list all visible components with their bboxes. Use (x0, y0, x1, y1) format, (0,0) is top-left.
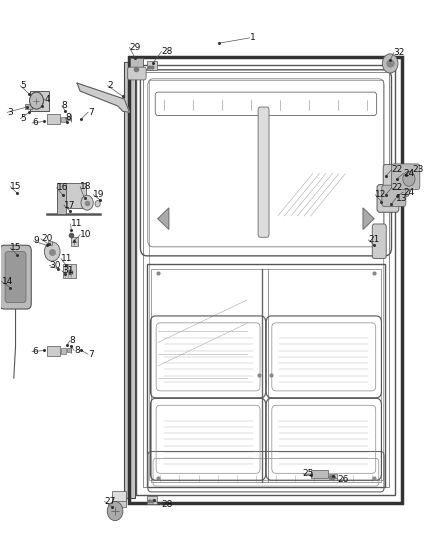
Bar (311, 470, 328, 478)
Text: 6: 6 (32, 118, 38, 127)
Text: 4: 4 (44, 94, 50, 103)
Bar (130, 58, 143, 70)
Text: 15: 15 (11, 244, 22, 253)
Text: 10: 10 (80, 230, 92, 239)
Text: 5: 5 (20, 114, 26, 123)
FancyBboxPatch shape (128, 67, 146, 80)
Bar (30, 91, 49, 111)
FancyBboxPatch shape (382, 185, 406, 206)
FancyBboxPatch shape (0, 245, 31, 309)
Text: 22: 22 (392, 183, 403, 192)
FancyBboxPatch shape (383, 165, 410, 196)
Text: 22: 22 (392, 165, 403, 174)
Circle shape (95, 200, 100, 207)
FancyBboxPatch shape (392, 164, 420, 189)
Text: 17: 17 (64, 201, 75, 210)
Text: 27: 27 (105, 497, 116, 506)
FancyBboxPatch shape (258, 107, 269, 237)
Text: 16: 16 (57, 183, 68, 192)
Bar (46, 115, 60, 124)
Circle shape (382, 54, 398, 73)
Text: 8: 8 (74, 346, 80, 355)
Text: 12: 12 (375, 190, 387, 199)
Text: 31: 31 (62, 266, 73, 275)
Polygon shape (77, 83, 130, 112)
Text: 24: 24 (403, 188, 414, 197)
FancyBboxPatch shape (372, 224, 386, 259)
Bar (148, 496, 157, 504)
Polygon shape (363, 208, 374, 229)
Text: 19: 19 (93, 190, 105, 199)
Text: 18: 18 (80, 182, 92, 191)
Bar (46, 346, 60, 356)
Bar (151, 269, 381, 482)
Text: 28: 28 (161, 47, 173, 56)
Text: 11: 11 (61, 254, 72, 263)
Text: 8: 8 (62, 101, 67, 110)
Text: 26: 26 (338, 475, 349, 483)
Text: 6: 6 (32, 347, 38, 356)
Text: 2: 2 (108, 81, 113, 90)
Text: 32: 32 (394, 49, 405, 57)
Polygon shape (158, 208, 169, 229)
Text: 14: 14 (2, 277, 13, 286)
Text: 24: 24 (403, 169, 414, 178)
Bar (67, 348, 71, 352)
Text: 8: 8 (70, 336, 75, 345)
Bar (67, 116, 71, 120)
Text: 9: 9 (33, 237, 39, 246)
Bar (329, 474, 337, 480)
Bar (48, 241, 52, 245)
Text: 28: 28 (161, 500, 173, 509)
Text: 8: 8 (65, 113, 71, 122)
Text: 1: 1 (250, 34, 255, 43)
Bar (113, 495, 126, 507)
Text: 25: 25 (303, 470, 314, 478)
Bar (61, 117, 66, 122)
Circle shape (403, 171, 415, 186)
Bar (71, 237, 78, 246)
Bar (57, 182, 66, 214)
Text: 7: 7 (88, 350, 94, 359)
Text: 15: 15 (11, 182, 22, 191)
Text: 29: 29 (130, 43, 141, 52)
Circle shape (107, 502, 123, 521)
Text: 23: 23 (412, 165, 424, 174)
FancyBboxPatch shape (5, 252, 26, 303)
Text: 7: 7 (88, 108, 94, 117)
Text: 30: 30 (49, 261, 61, 270)
Bar (112, 491, 126, 502)
Bar (25, 104, 32, 109)
Bar (148, 61, 157, 70)
Bar (147, 264, 385, 487)
Circle shape (81, 195, 93, 210)
Bar (63, 264, 76, 278)
Text: 5: 5 (20, 81, 26, 90)
Circle shape (44, 242, 60, 261)
Text: 11: 11 (71, 220, 82, 229)
Text: 13: 13 (396, 194, 407, 203)
Circle shape (29, 92, 43, 109)
Bar (61, 349, 66, 354)
Text: 3: 3 (7, 108, 13, 117)
Bar (57, 182, 86, 208)
Text: 20: 20 (41, 235, 52, 244)
Text: 21: 21 (368, 236, 380, 245)
FancyBboxPatch shape (377, 184, 399, 212)
Bar (124, 62, 135, 498)
